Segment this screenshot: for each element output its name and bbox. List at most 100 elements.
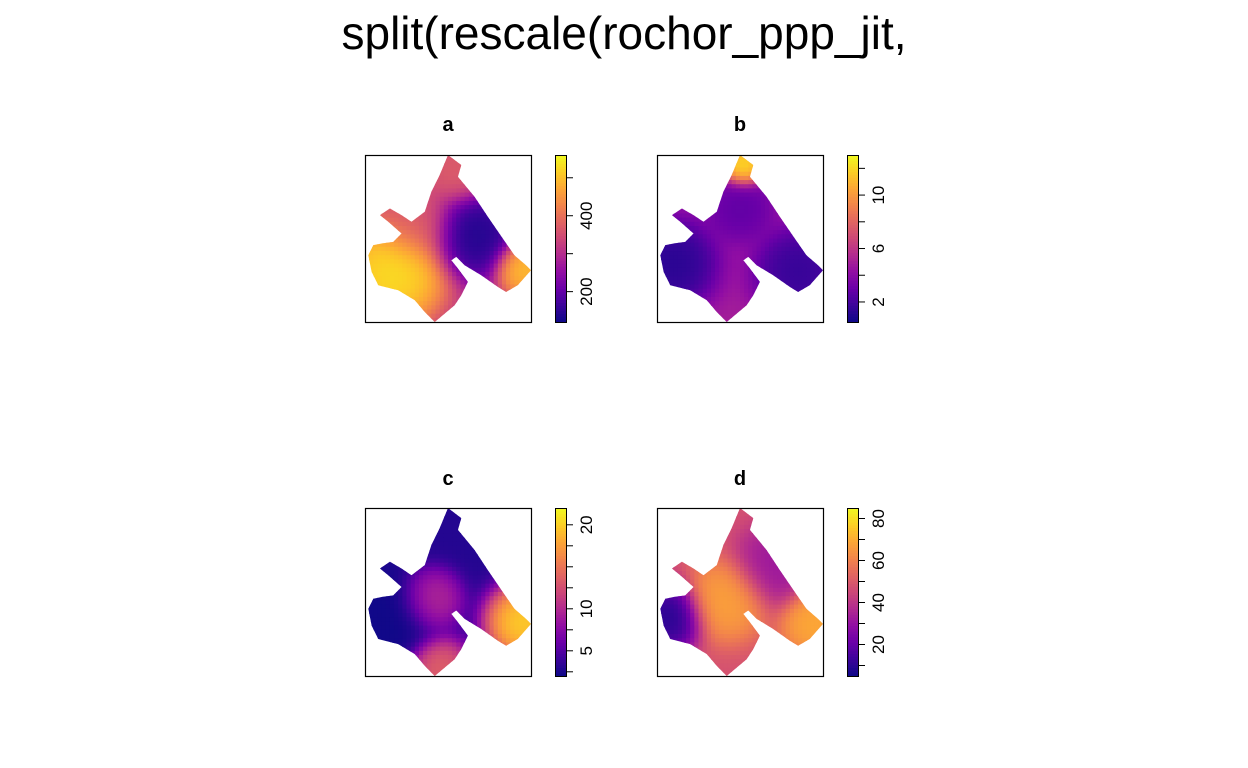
heat-cell: [464, 512, 470, 517]
heat-cell: [740, 184, 745, 189]
heat-cell: [769, 263, 774, 269]
heat-cell: [756, 255, 762, 260]
heat-cell: [514, 550, 520, 555]
heat-cell: [740, 292, 745, 298]
heat-cell: [406, 305, 412, 311]
heat-cell: [427, 242, 432, 248]
colorbar-tick-label: 6: [869, 244, 888, 253]
heat-cell: [735, 317, 741, 322]
heat-cell: [477, 313, 482, 319]
heat-cell: [456, 541, 462, 547]
plot-frame: [364, 154, 533, 324]
heat-cell: [694, 309, 700, 315]
heat-cell: [715, 171, 720, 177]
heat-cell: [477, 667, 482, 673]
heat-cell: [798, 171, 803, 177]
colorbar-tick-label: 10: [869, 186, 888, 205]
heat-cell: [760, 238, 766, 244]
colorbar-step: [847, 188, 858, 192]
heat-cell: [814, 296, 820, 302]
heat-cell: [443, 529, 449, 534]
heat-cell: [460, 267, 466, 273]
heat-cell: [431, 596, 437, 601]
heat-cell: [439, 558, 445, 564]
heat-cell: [518, 600, 524, 606]
heat-cell: [506, 242, 511, 248]
heat-cell: [373, 159, 379, 164]
heat-cell: [369, 213, 374, 219]
heat-cell: [506, 550, 511, 555]
heat-cell: [715, 251, 720, 256]
heat-cell: [510, 613, 515, 618]
heat-cell: [798, 255, 803, 260]
heat-cell: [402, 230, 408, 235]
heat-cell: [706, 246, 712, 252]
heat-cell: [448, 184, 453, 189]
colorbar-step: [847, 199, 858, 203]
heat-cell: [443, 167, 449, 173]
heat-cell: [752, 263, 758, 269]
heat-cell: [777, 175, 783, 181]
heat-cell: [489, 667, 495, 673]
heat-cell: [448, 541, 453, 547]
heat-cell: [394, 608, 399, 614]
heat-cell: [385, 221, 391, 227]
heat-cell: [381, 317, 387, 322]
heat-cell: [773, 301, 778, 306]
heat-cell: [506, 516, 511, 522]
heat-cell: [443, 520, 449, 526]
heat-cell: [694, 263, 700, 269]
heat-cell: [748, 230, 754, 235]
heat-cell: [464, 625, 470, 631]
colorbar-step: [847, 221, 858, 226]
heat-cell: [526, 180, 531, 185]
heat-cell: [477, 196, 482, 202]
heat-cell: [369, 671, 374, 676]
heat-cell: [381, 288, 387, 294]
heat-cell: [506, 225, 511, 231]
heat-cell: [740, 196, 745, 202]
heat-cell: [802, 242, 807, 248]
heat-cell: [481, 317, 486, 322]
heat-cell: [418, 600, 424, 606]
heat-cell: [760, 267, 766, 273]
heat-cell: [448, 592, 453, 597]
heat-cell: [756, 209, 762, 215]
heat-cell: [427, 571, 432, 576]
heat-cell: [456, 292, 462, 298]
heat-cell: [806, 180, 812, 185]
heat-cell: [518, 512, 524, 517]
heat-cell: [661, 171, 666, 177]
heat-cell: [506, 524, 511, 530]
heat-cell: [814, 159, 820, 164]
heat-cell: [369, 167, 374, 173]
heat-cell: [377, 180, 383, 185]
heat-cell: [731, 234, 737, 240]
heat-cell: [789, 263, 795, 269]
heat-cell: [806, 305, 812, 311]
heat-cell: [706, 276, 712, 281]
heat-cell: [373, 230, 379, 235]
heat-cell: [460, 255, 466, 260]
heat-cell: [489, 671, 495, 676]
heat-cell: [810, 309, 816, 315]
heat-cell: [661, 200, 666, 206]
heat-cell: [477, 558, 482, 564]
heat-cell: [752, 196, 758, 202]
heat-cell: [501, 604, 507, 610]
heat-cell: [702, 188, 708, 194]
heat-cell: [752, 255, 758, 260]
heat-cell: [686, 263, 691, 269]
heat-cell: [373, 288, 379, 294]
heat-cell: [452, 629, 457, 635]
colorbar-step: [555, 594, 566, 599]
heat-cell: [489, 167, 495, 173]
heat-cell: [464, 192, 470, 198]
heat-cell: [756, 296, 762, 302]
heat-cell: [468, 171, 474, 177]
heat-cell: [522, 246, 528, 252]
heat-cell: [477, 171, 482, 177]
heat-cell: [369, 225, 374, 231]
heat-cell: [423, 209, 428, 215]
heat-cell: [727, 309, 733, 315]
